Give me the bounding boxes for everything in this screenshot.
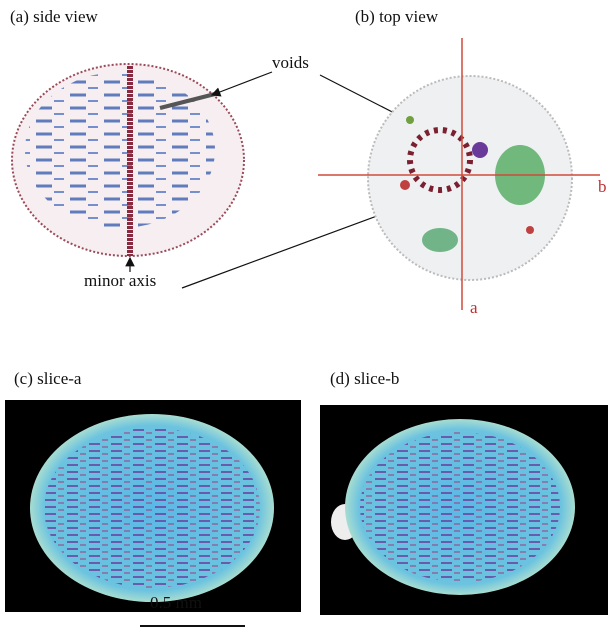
voids-side (25, 72, 215, 228)
arrow (320, 75, 404, 118)
figure: (a) side view voids minor axis (b) top v… (0, 0, 611, 643)
axis-label: b (598, 177, 607, 196)
panel-label: (c) slice-a (14, 369, 82, 388)
annotation: minor axis (84, 271, 156, 290)
scale-bar-label: 0.5 mm (150, 593, 202, 612)
panel-label: (a) side view (10, 7, 99, 26)
axis-label: a (470, 298, 478, 317)
arrow (212, 72, 272, 95)
annotation: voids (272, 53, 309, 72)
panel-label: (b) top view (355, 7, 439, 26)
panel-label: (d) slice-b (330, 369, 399, 388)
slice-voids (360, 432, 560, 582)
slice-voids (44, 428, 260, 588)
